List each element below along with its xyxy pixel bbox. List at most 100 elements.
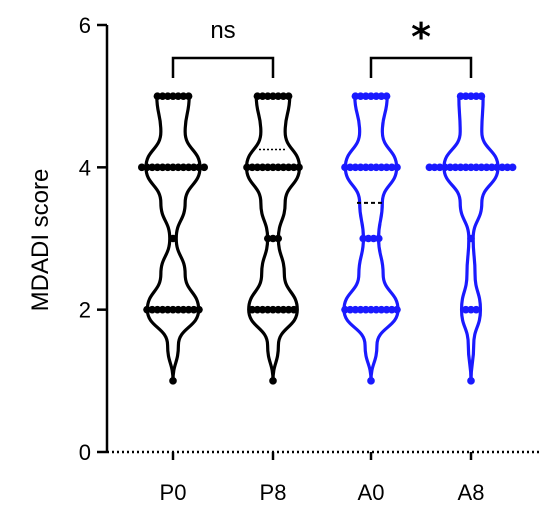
data-point	[467, 234, 475, 243]
data-point	[195, 305, 203, 314]
data-point	[179, 163, 188, 172]
data-point	[472, 163, 481, 172]
data-point	[153, 163, 162, 172]
data-point	[356, 305, 365, 314]
data-point	[158, 163, 167, 172]
data-point	[477, 92, 486, 100]
violins	[138, 92, 517, 385]
data-point	[248, 305, 256, 314]
significance-label: ns	[210, 17, 235, 44]
data-point	[269, 305, 277, 314]
data-point	[269, 92, 277, 100]
data-point	[451, 163, 460, 172]
data-point	[138, 163, 146, 172]
x-tick-label: P8	[260, 480, 287, 505]
data-point	[264, 305, 272, 314]
violin-p8	[243, 92, 303, 385]
data-point	[200, 163, 208, 172]
x-tick-label: A0	[358, 480, 385, 505]
data-point	[243, 163, 251, 172]
data-point	[253, 163, 262, 172]
data-point	[264, 234, 272, 243]
data-point	[258, 305, 267, 314]
bracket-line	[171, 56, 275, 78]
y-tick-label: 0	[79, 440, 91, 465]
violin-a0	[341, 92, 401, 385]
data-point	[248, 163, 256, 172]
data-point	[388, 305, 396, 314]
data-point	[482, 163, 491, 172]
data-point	[295, 163, 303, 172]
data-point	[359, 234, 368, 243]
y-axis-title: MDADI score	[27, 169, 54, 312]
data-point	[351, 92, 360, 100]
data-point	[164, 163, 172, 172]
data-point	[488, 163, 496, 172]
data-point	[351, 163, 360, 172]
violin-p0	[138, 92, 208, 385]
data-point	[174, 163, 182, 172]
data-point	[253, 92, 262, 100]
data-point	[269, 234, 277, 243]
data-point	[274, 163, 283, 172]
data-point	[367, 377, 375, 385]
significance-bracket: ns	[171, 17, 275, 78]
data-point	[356, 163, 365, 172]
data-point	[258, 92, 267, 100]
y-tick-label: 2	[79, 298, 91, 323]
data-point	[425, 163, 434, 172]
data-point	[274, 92, 283, 100]
data-point	[393, 305, 401, 314]
y-tick-label: 6	[79, 13, 91, 38]
data-point	[253, 305, 262, 314]
data-point	[148, 163, 156, 172]
data-point	[169, 305, 177, 314]
data-point	[258, 163, 267, 172]
data-point	[462, 163, 470, 172]
data-point	[264, 163, 272, 172]
data-point	[372, 92, 381, 100]
data-point	[184, 92, 193, 100]
data-point	[503, 163, 512, 172]
data-point	[195, 163, 203, 172]
data-point	[284, 163, 293, 172]
data-point	[279, 163, 288, 172]
data-point	[446, 163, 455, 172]
data-point	[274, 234, 283, 243]
data-point	[367, 163, 375, 172]
data-point	[290, 305, 298, 314]
data-point	[372, 163, 381, 172]
data-point	[377, 92, 386, 100]
data-point	[153, 305, 162, 314]
data-point	[164, 305, 172, 314]
data-point	[362, 92, 370, 100]
data-point	[169, 92, 177, 100]
data-point	[382, 163, 391, 172]
violin-a8	[425, 92, 517, 385]
data-point	[456, 163, 465, 172]
data-point	[362, 305, 370, 314]
data-point	[364, 234, 373, 243]
significance-annotations: ns *	[171, 15, 473, 78]
data-point	[184, 163, 193, 172]
data-point	[362, 163, 370, 172]
data-point	[441, 163, 449, 172]
data-point	[341, 305, 349, 314]
data-point	[190, 305, 198, 314]
data-point	[436, 163, 444, 172]
data-point	[377, 163, 386, 172]
bracket-line	[369, 56, 473, 78]
data-point	[346, 163, 355, 172]
data-point	[472, 305, 481, 314]
data-point	[462, 305, 470, 314]
data-point	[169, 163, 177, 172]
data-point	[190, 163, 198, 172]
data-point	[179, 305, 188, 314]
x-tick-label: A8	[458, 480, 485, 505]
data-point	[498, 163, 507, 172]
data-point	[290, 163, 298, 172]
data-point	[388, 163, 396, 172]
data-point	[369, 234, 378, 243]
data-point	[467, 92, 475, 100]
